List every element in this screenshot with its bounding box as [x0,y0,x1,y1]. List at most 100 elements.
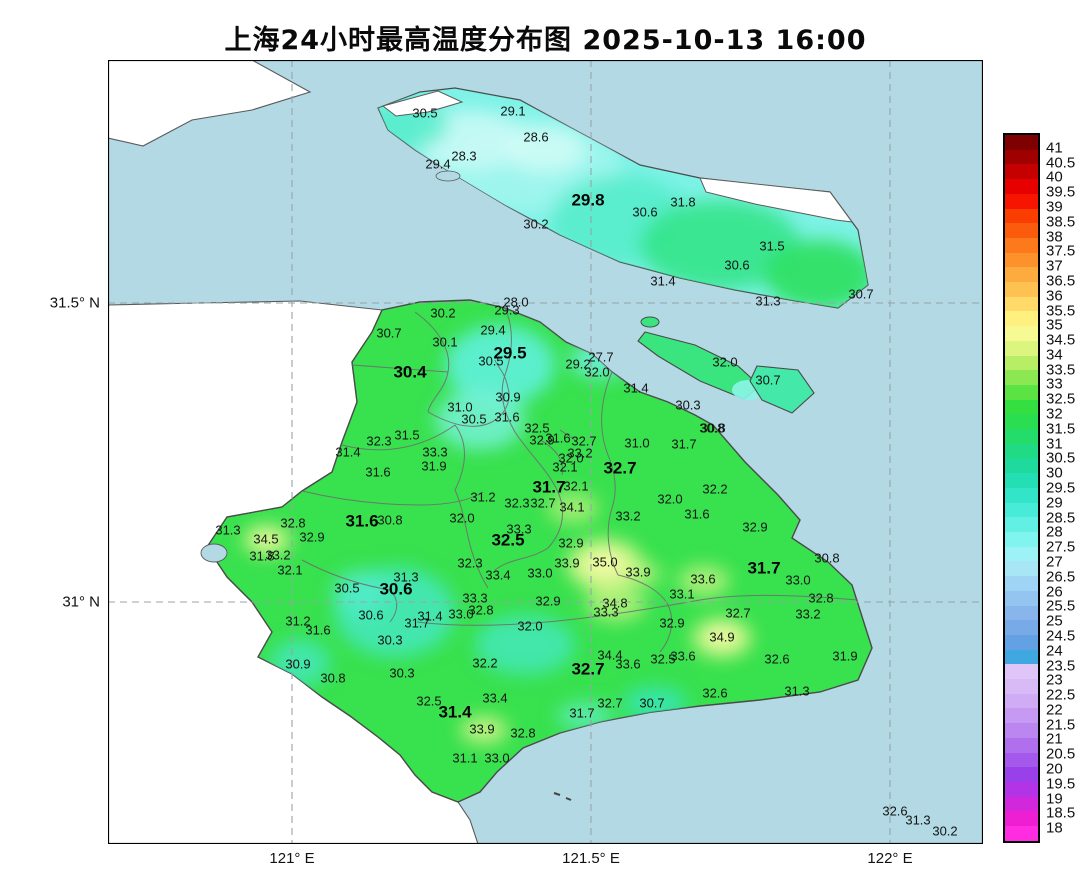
colorbar-tick: 19.5 [1046,775,1076,793]
colorbar-cell [1005,576,1038,591]
colorbar-cell [1005,546,1038,562]
colorbar-tick: 23.5 [1046,657,1076,674]
colorbar-cell [1005,502,1038,518]
colorbar-tick: 20.5 [1046,745,1076,763]
colorbar-cell [1005,458,1038,474]
colorbar-tick: 21 [1046,730,1063,748]
colorbar-cell [1005,282,1038,297]
colorbar-cell [1005,429,1038,444]
map-area [108,60,983,844]
colorbar-tick: 18.5 [1046,804,1076,822]
colorbar-tick: 25 [1046,612,1063,630]
colorbar-tick: 39 [1046,198,1063,216]
colorbar-tick: 31 [1046,435,1063,453]
colorbar-tick: 40.5 [1046,154,1076,172]
colorbar-tick: 18 [1046,819,1063,837]
colorbar-tick: 29.5 [1046,479,1076,497]
colorbar-cell [1005,561,1038,577]
colorbar-cell [1005,796,1038,812]
colorbar-cell [1005,193,1038,209]
colorbar-tick: 22 [1046,701,1063,719]
colorbar-cell [1005,370,1038,385]
colorbar-cell [1005,384,1038,400]
land-north-bank [108,60,312,147]
colorbar-cell [1005,693,1038,709]
shanghai-mainland [206,299,873,803]
latitude-tick-label: 31.5° N [49,294,100,312]
latitude-tick-label: 31° N [62,593,100,611]
colorbar-cell [1005,649,1038,665]
colorbar-tick: 28 [1046,523,1063,541]
colorbar-tick: 34.5 [1046,331,1076,349]
temperature-colorbar [1003,133,1040,843]
colorbar-cell [1005,634,1038,650]
colorbar-cell [1005,149,1038,165]
colorbar-cell [1005,781,1038,797]
colorbar-tick-labels: 41 40.5 40 39.5 39 38.5 38 37.5 37 36.5 36 35.5 35 34… [1046,133,1080,843]
colorbar-cell [1005,767,1038,782]
bay-islets [553,792,572,801]
colorbar-tick: 36 [1046,287,1063,305]
colorbar-tick: 35 [1046,316,1063,334]
colorbar-tick: 40 [1046,168,1063,186]
colorbar-cell [1005,237,1038,253]
colorbar-tick: 21.5 [1046,716,1076,734]
colorbar-cell [1005,399,1038,415]
longitude-tick-label: 121° E [269,850,315,867]
longitude-tick-label: 122° E [867,850,913,867]
colorbar-tick: 24.5 [1046,627,1076,645]
colorbar-cell [1005,811,1038,827]
colorbar-cell [1005,208,1038,224]
colorbar-cell [1005,679,1038,694]
longitude-tick-label: 121.5° E [562,850,620,867]
colorbar-cell [1005,414,1038,430]
colorbar-cell [1005,135,1038,150]
colorbar-tick: 38.5 [1046,213,1076,231]
island-lake [435,170,461,182]
colorbar-cell [1005,473,1038,488]
colorbar-tick: 32 [1046,405,1063,423]
colorbar-cell [1005,443,1038,459]
colorbar-cell [1005,826,1038,841]
colorbar-tick: 29 [1046,494,1063,512]
colorbar-cell [1005,311,1038,327]
colorbar-cell [1005,223,1038,238]
colorbar-tick: 31.5 [1046,420,1076,438]
colorbar-cell [1005,708,1038,724]
colorbar-cell [1005,326,1038,341]
colorbar-cell [1005,267,1038,283]
colorbar-cell [1005,340,1038,356]
colorbar-tick: 37.5 [1046,242,1076,260]
colorbar-tick: 20 [1046,760,1063,778]
colorbar-tick: 32.5 [1046,390,1076,408]
colorbar-tick: 30.5 [1046,449,1076,467]
colorbar-cell [1005,517,1038,532]
colorbar-cell [1005,487,1038,503]
colorbar-tick: 33.5 [1046,361,1076,379]
colorbar-cell [1005,664,1038,680]
colorbar-cell [1005,296,1038,312]
island-white-northwest [381,90,464,117]
colorbar-tick: 23 [1046,671,1063,689]
colorbar-tick: 25.5 [1046,597,1076,615]
graticule [108,60,983,844]
colorbar-cell [1005,620,1038,635]
colorbar-cell [1005,590,1038,606]
colorbar-tick: 22.5 [1046,686,1076,704]
colorbar-tick: 26 [1046,583,1063,601]
island-white-northeast [699,177,854,223]
colorbar-tick: 30 [1046,464,1063,482]
colorbar-cell [1005,737,1038,753]
colorbar-cell [1005,164,1038,180]
small-islet [640,316,660,328]
shanghai-temperature-map [108,60,983,844]
colorbar-tick: 34 [1046,346,1063,364]
colorbar-tick: 19 [1046,790,1063,808]
district-boundaries [301,307,859,653]
colorbar-cell [1005,355,1038,371]
colorbar-cell [1005,252,1038,268]
colorbar-tick: 27 [1046,553,1063,571]
colorbar-tick: 41 [1046,139,1063,157]
colorbar-tick: 38 [1046,228,1063,246]
